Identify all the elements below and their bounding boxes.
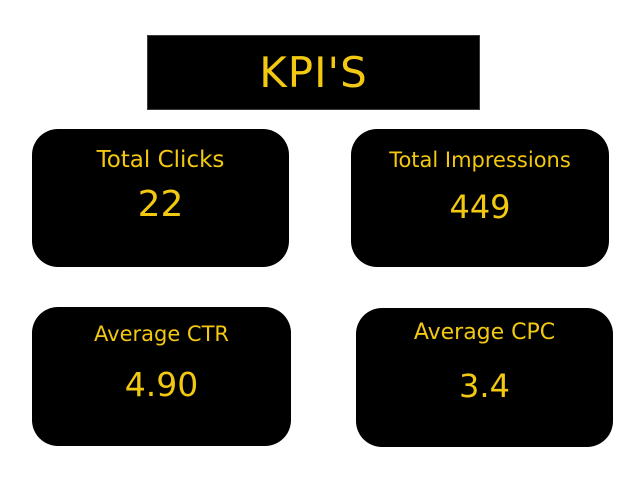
- kpi-value-total-impressions: 449: [449, 188, 511, 226]
- kpi-card-average-cpc: Average CPC 3.4: [356, 308, 613, 447]
- page-title: KPI'S: [259, 47, 368, 97]
- kpi-label-total-clicks: Total Clicks: [96, 147, 225, 173]
- kpi-label-average-ctr: Average CTR: [94, 322, 229, 346]
- kpi-value-total-clicks: 22: [137, 184, 184, 225]
- kpi-value-average-cpc: 3.4: [459, 367, 510, 405]
- kpi-card-total-clicks: Total Clicks 22: [32, 129, 289, 267]
- kpi-card-total-impressions: Total Impressions 449: [351, 129, 609, 267]
- kpi-card-average-ctr: Average CTR 4.90: [32, 307, 291, 446]
- kpi-label-total-impressions: Total Impressions: [389, 148, 571, 172]
- kpi-title-box: KPI'S: [147, 35, 480, 110]
- kpi-label-average-cpc: Average CPC: [413, 320, 556, 345]
- kpi-value-average-ctr: 4.90: [124, 365, 199, 404]
